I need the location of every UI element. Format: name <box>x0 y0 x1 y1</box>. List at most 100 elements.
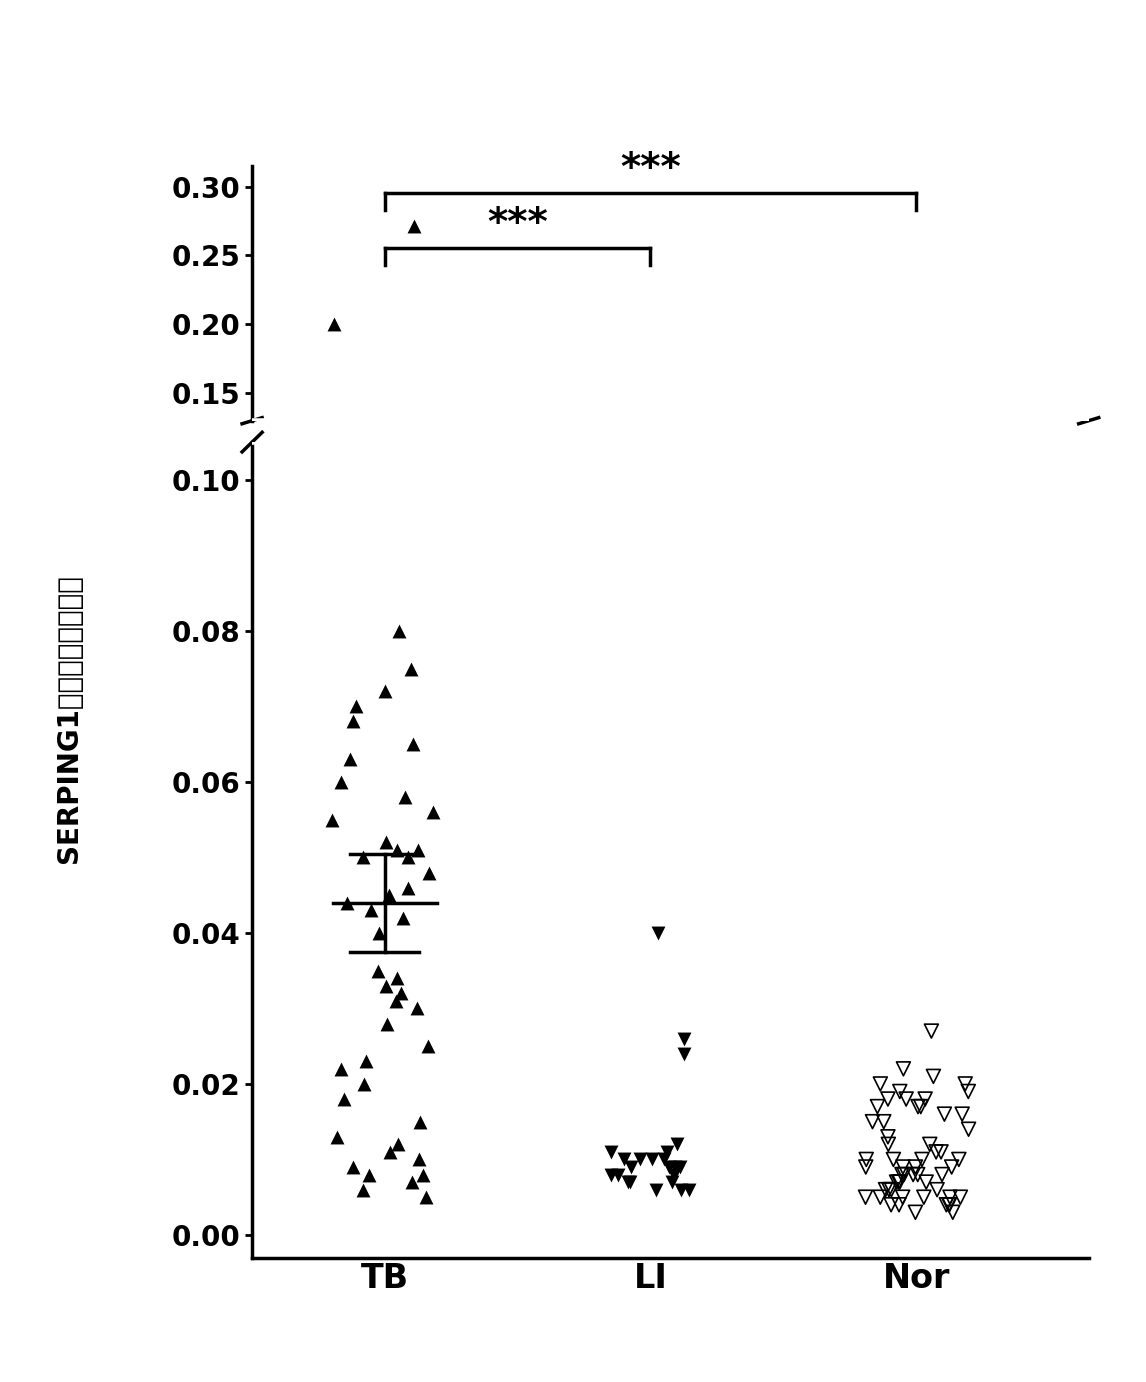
Point <box>615 1148 634 1171</box>
Point <box>390 619 408 641</box>
Point <box>911 1096 929 1118</box>
Point <box>631 1148 650 1171</box>
Point <box>928 1179 947 1201</box>
Point <box>890 1171 909 1193</box>
Point <box>602 1142 620 1164</box>
Point <box>346 695 364 717</box>
Point <box>879 1133 897 1155</box>
Point <box>935 1103 953 1125</box>
Point <box>643 1148 661 1171</box>
Point <box>649 922 667 944</box>
Point <box>906 1155 925 1177</box>
Point <box>915 1186 933 1208</box>
Point <box>338 891 356 914</box>
Point <box>909 1164 927 1186</box>
Point <box>675 1028 693 1050</box>
Point <box>332 771 351 793</box>
Point <box>399 876 417 898</box>
Point <box>622 1155 641 1177</box>
Point <box>856 1186 874 1208</box>
Point <box>959 1081 978 1103</box>
Point <box>419 1035 438 1057</box>
Point <box>328 1126 346 1148</box>
Point <box>857 1148 876 1171</box>
Point <box>880 1179 898 1201</box>
Point <box>666 1155 684 1177</box>
Point <box>386 990 405 1012</box>
Point <box>402 1171 421 1193</box>
Point <box>890 1081 909 1103</box>
Point <box>402 658 421 680</box>
Point <box>894 1155 912 1177</box>
Point <box>424 802 442 824</box>
Point <box>924 1066 942 1088</box>
Point <box>956 1072 974 1095</box>
Point <box>917 1171 935 1193</box>
Point <box>871 1072 889 1095</box>
Point <box>403 732 422 755</box>
Point <box>869 1096 887 1118</box>
Point <box>933 1164 951 1186</box>
Point <box>909 1096 927 1118</box>
Point <box>344 710 362 732</box>
Point <box>871 1186 889 1208</box>
Point <box>416 1186 434 1208</box>
Point <box>387 839 406 861</box>
Point <box>377 974 395 996</box>
Point <box>856 1155 874 1177</box>
Point <box>388 967 407 990</box>
Point <box>408 998 426 1020</box>
Point <box>916 1088 934 1110</box>
Point <box>414 1164 432 1186</box>
Point <box>405 216 423 238</box>
Point <box>897 1088 916 1110</box>
Point <box>377 831 395 853</box>
Point <box>335 1088 353 1110</box>
Point <box>877 1179 895 1201</box>
Point <box>885 1148 903 1171</box>
Point <box>658 1142 676 1164</box>
Point <box>409 1148 427 1171</box>
Point <box>660 1155 678 1177</box>
Point <box>680 1179 698 1201</box>
Point <box>887 1171 905 1193</box>
Point <box>340 748 359 770</box>
Point <box>889 1194 908 1216</box>
Text: ***: *** <box>620 149 681 188</box>
Point <box>378 1013 397 1035</box>
Point <box>410 1111 429 1133</box>
Point <box>620 1171 638 1193</box>
Point <box>959 1118 978 1140</box>
Point <box>654 1148 673 1171</box>
Point <box>324 314 343 336</box>
Point <box>879 1126 897 1148</box>
Point <box>927 1142 945 1164</box>
Point <box>672 1155 690 1177</box>
Point <box>409 839 427 861</box>
Point <box>942 1155 960 1177</box>
Point <box>665 1164 683 1186</box>
Point <box>863 1111 881 1133</box>
Point <box>675 1042 693 1064</box>
Point <box>943 1201 961 1223</box>
Point <box>913 1148 932 1171</box>
Point <box>362 900 380 922</box>
Point <box>395 786 414 808</box>
Point <box>602 1164 620 1186</box>
Point <box>360 1164 378 1186</box>
Point <box>889 1171 908 1193</box>
Point <box>894 1186 912 1208</box>
Point <box>895 1164 913 1186</box>
Point <box>894 1057 912 1079</box>
Point <box>882 1179 901 1201</box>
Point <box>932 1142 950 1164</box>
Point <box>920 1133 939 1155</box>
Point <box>609 1164 627 1186</box>
Text: ***: *** <box>487 205 548 243</box>
Point <box>874 1111 893 1133</box>
Point <box>354 846 372 868</box>
Point <box>394 907 413 929</box>
Point <box>421 861 439 883</box>
Point <box>376 680 394 702</box>
Point <box>953 1103 972 1125</box>
